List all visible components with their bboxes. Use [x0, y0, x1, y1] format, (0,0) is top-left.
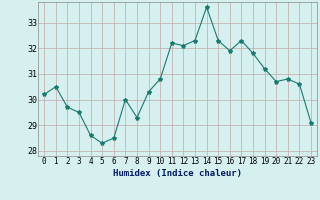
X-axis label: Humidex (Indice chaleur): Humidex (Indice chaleur)	[113, 169, 242, 178]
